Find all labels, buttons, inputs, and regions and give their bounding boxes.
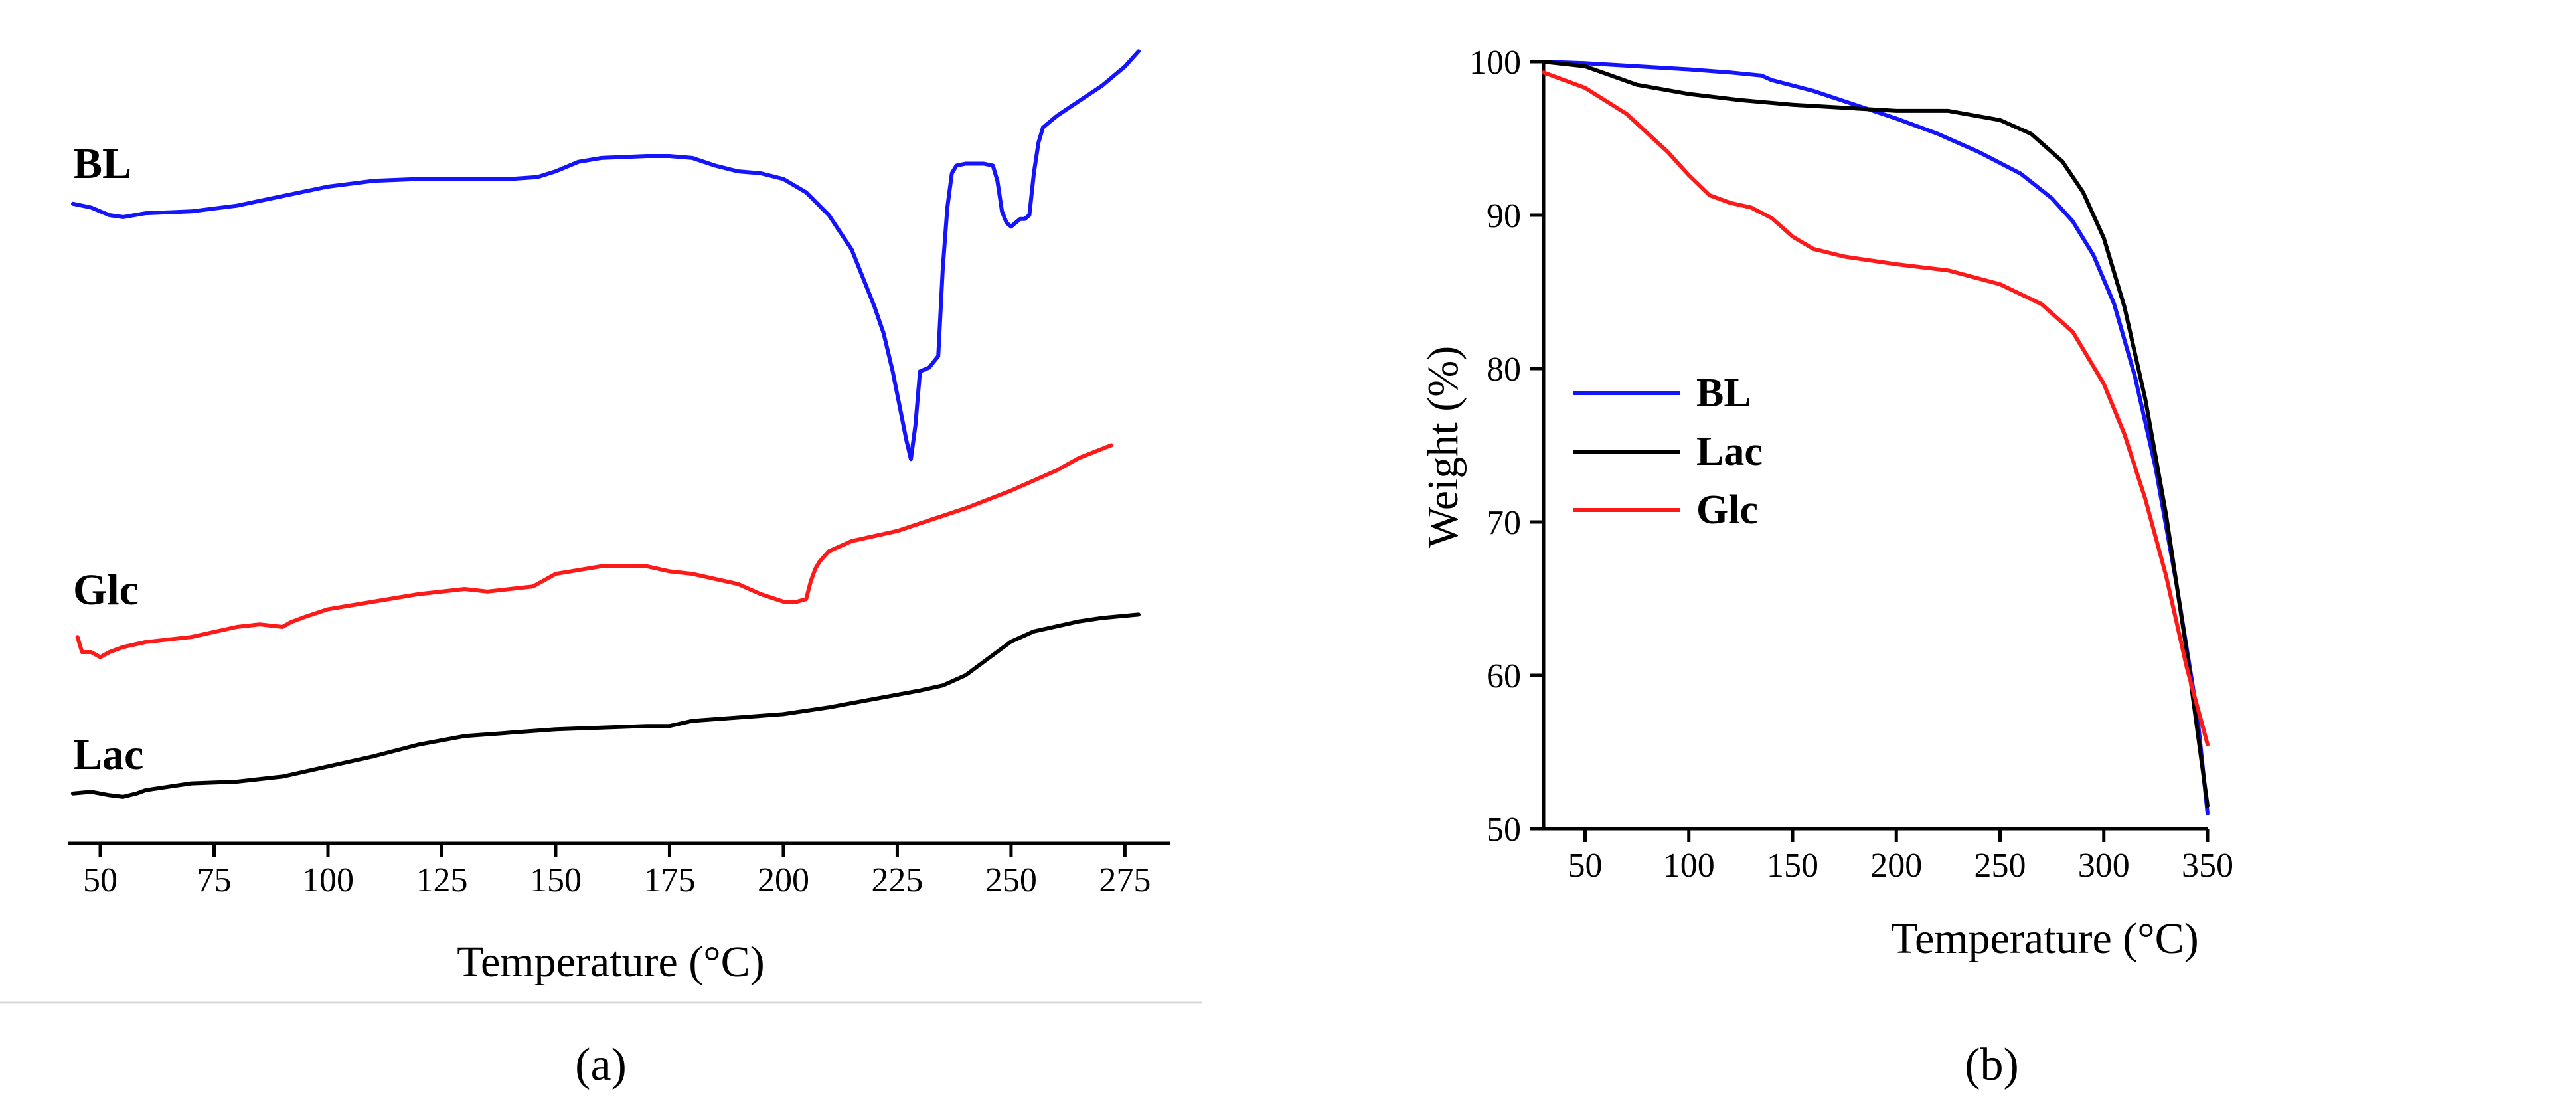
panel-a-series-bl [70, 49, 1141, 462]
panel-a-label-lac: Lac [73, 730, 143, 779]
panel-a-x-tick-label-200: 200 [758, 861, 809, 899]
panel-b-x-tick-label-350: 350 [2182, 847, 2233, 885]
panel-a-x-tick-label-125: 125 [416, 861, 467, 899]
panel-a-x-tick-label-50: 50 [83, 861, 118, 899]
panel-b-series-bl [1542, 60, 2210, 815]
panel-b-y-axis-title: Weight (%) [1419, 346, 1467, 548]
panel-b-y-tick-label-50: 50 [1487, 811, 1521, 849]
panel-b-series-glc [1542, 70, 2210, 746]
panel-a-label-bl: BL [73, 139, 131, 188]
panel-a-x-tick-label-250: 250 [985, 861, 1037, 899]
panel-a-chart: 50 75 100 125 150 175 200 225 250 275 BL Glc Lac … [0, 49, 1202, 1004]
legend-label-lac: Lac [1696, 429, 1763, 474]
panel-label-b: (b) [1965, 1039, 2019, 1090]
panel-a-x-axis-title: Temperature (°C) [457, 938, 764, 986]
panel-b-x-tick-label-50: 50 [1568, 847, 1603, 885]
panel-b-chart: 50 100 150 200 250 300 350 50 60 70 80 90 100 Tempe… [1419, 44, 2233, 963]
panel-b-y-tick-label-90: 90 [1487, 197, 1521, 235]
panel-b-x-tick-label-250: 250 [1974, 847, 2026, 885]
panel-a-x-tick-label-225: 225 [871, 861, 923, 899]
panel-b-curves [1542, 60, 2210, 815]
panel-b-x-tick-label-150: 150 [1767, 847, 1818, 885]
panel-b-y-tick-label-100: 100 [1469, 44, 1521, 82]
panel-a-x-tick-label-150: 150 [530, 861, 582, 899]
panel-b-y-tick-label-60: 60 [1487, 657, 1521, 695]
panel-a-x-ticks: 50 75 100 125 150 175 200 225 250 275 [83, 843, 1151, 899]
panel-a-x-tick-label-75: 75 [197, 861, 232, 899]
panel-a-x-tick-label-175: 175 [643, 861, 695, 899]
panel-b-y-tick-label-80: 80 [1487, 351, 1521, 388]
panel-b-x-tick-label-100: 100 [1663, 847, 1715, 885]
panel-b-x-axis-title: Temperature (°C) [1891, 914, 2198, 963]
panel-label-a: (a) [575, 1039, 627, 1090]
panel-a-series-glc [75, 443, 1113, 659]
panel-b-x-tick-label-300: 300 [2078, 847, 2130, 885]
panel-b-x-ticks: 50 100 150 200 250 300 350 [1568, 829, 2233, 885]
panel-b-y-tick-label-70: 70 [1487, 504, 1521, 542]
panel-a-series-lac [70, 612, 1141, 799]
panel-a-x-tick-label-275: 275 [1099, 861, 1151, 899]
panel-b-y-ticks: 50 60 70 80 90 100 [1469, 44, 1544, 849]
legend-label-glc: Glc [1696, 487, 1758, 533]
panel-a-label-glc: Glc [73, 566, 139, 614]
panel-b-legend: BL Lac Glc [1573, 371, 1763, 533]
legend-label-bl: BL [1696, 371, 1751, 416]
panel-b-x-tick-label-200: 200 [1870, 847, 1922, 885]
panel-a-curves [70, 49, 1141, 799]
panel-b-series-lac [1542, 60, 2210, 808]
panel-a-x-tick-label-100: 100 [302, 861, 354, 899]
